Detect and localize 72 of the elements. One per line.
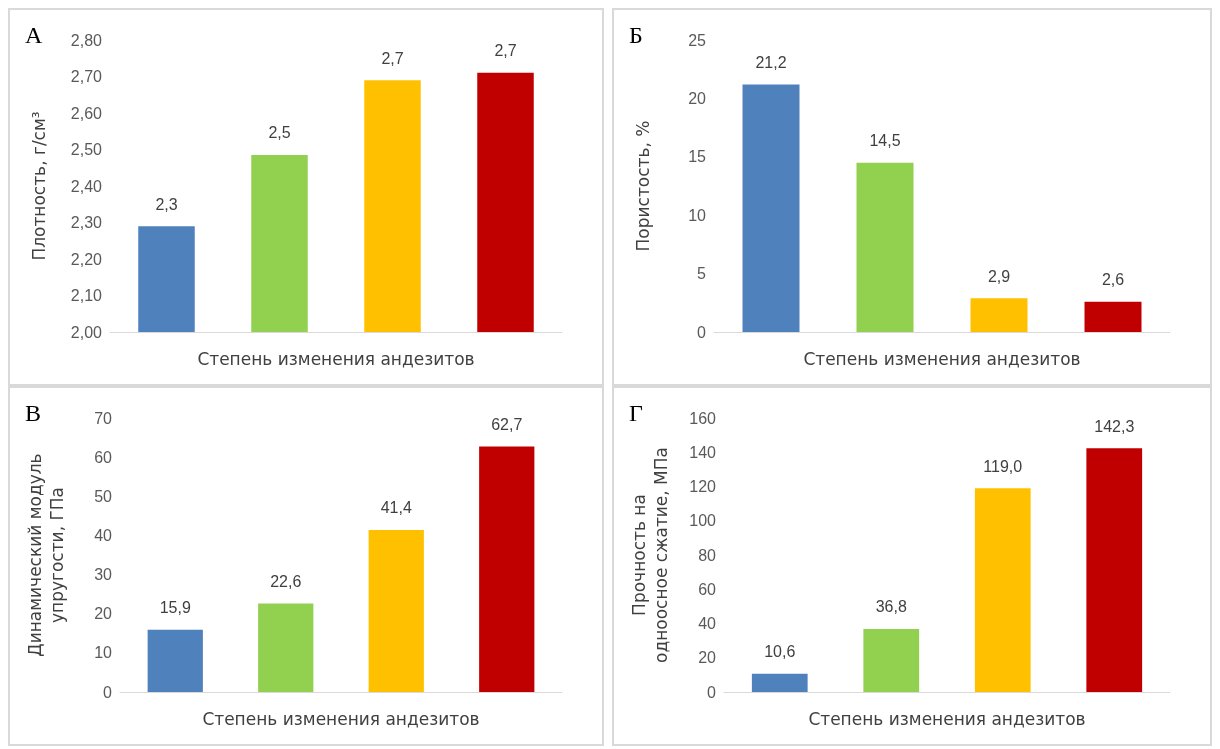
chart-title: Б xyxy=(629,22,643,48)
y-tick-label: 60 xyxy=(94,448,113,466)
y-tick-label: 2,10 xyxy=(70,287,103,304)
y-tick-label: 25 xyxy=(688,31,707,49)
y-tick-label: 50 xyxy=(94,487,113,505)
data-label: 41,4 xyxy=(380,499,412,517)
x-axis-title: Степень изменения андезитов xyxy=(808,708,1086,729)
data-label: 2,9 xyxy=(987,267,1011,285)
data-label: 14,5 xyxy=(869,132,901,150)
data-label: 36,8 xyxy=(875,598,907,616)
bar xyxy=(970,298,1028,332)
y-tick-label: 20 xyxy=(688,89,707,107)
data-label: 2,3 xyxy=(155,195,178,213)
data-label: 62,7 xyxy=(491,416,523,434)
x-axis-title: Степень изменения андезитов xyxy=(197,348,475,369)
data-label: 142,3 xyxy=(1094,417,1135,435)
y-tick-label: 40 xyxy=(94,526,113,544)
data-label: 2,6 xyxy=(1101,271,1125,289)
data-label: 10,6 xyxy=(764,643,796,661)
y-tick-label: 2,60 xyxy=(70,104,103,122)
y-tick-label: 160 xyxy=(689,409,717,427)
bar xyxy=(1086,448,1143,692)
y-tick-label: 2,00 xyxy=(70,323,103,341)
y-tick-label: 0 xyxy=(707,683,717,701)
y-tick-label: 10 xyxy=(688,206,707,224)
y-tick-label: 2,30 xyxy=(70,214,103,231)
y-tick-label: 2,70 xyxy=(70,68,103,85)
y-tick-label: 70 xyxy=(94,409,113,427)
y-tick-label: 40 xyxy=(698,615,717,632)
y-tick-label: 140 xyxy=(689,443,717,461)
bar xyxy=(368,529,424,692)
y-tick-label: 0 xyxy=(103,683,113,701)
y-tick-label: 2,20 xyxy=(70,250,103,268)
y-tick-label: 0 xyxy=(697,323,707,341)
y-axis-title: Динамический модуль упругости, ГПа xyxy=(25,453,67,657)
data-label: 2,7 xyxy=(381,49,404,67)
data-label: 2,7 xyxy=(494,42,517,60)
y-axis-title: Плотность, г/см³ xyxy=(29,111,49,261)
bar xyxy=(751,673,808,692)
y-tick-label: 15 xyxy=(688,148,707,166)
y-tick-label: 2,50 xyxy=(70,141,103,158)
y-tick-label: 100 xyxy=(689,512,717,530)
x-axis-title: Степень изменения андезитов xyxy=(202,708,480,729)
bar xyxy=(863,628,920,692)
bar xyxy=(147,629,203,692)
chart-title: Г xyxy=(629,400,643,426)
y-axis-title: Прочность на одноосное сжатие, МПа xyxy=(629,447,671,663)
y-axis-title: Пористость, % xyxy=(633,120,653,252)
bar xyxy=(1084,301,1142,332)
y-tick-label: 10 xyxy=(94,644,113,662)
y-tick-label: 2,80 xyxy=(70,31,103,49)
y-tick-label: 80 xyxy=(698,546,717,564)
y-tick-label: 2,40 xyxy=(70,177,103,195)
data-label: 119,0 xyxy=(983,457,1023,475)
y-tick-label: 30 xyxy=(94,566,113,584)
bar xyxy=(258,603,314,692)
bar xyxy=(856,162,914,332)
y-tick-label: 60 xyxy=(698,580,717,598)
data-label: 2,5 xyxy=(268,124,291,142)
data-label: 21,2 xyxy=(755,53,787,71)
y-tick-label: 120 xyxy=(689,478,717,495)
data-label: 15,9 xyxy=(159,599,191,617)
data-label: 22,6 xyxy=(270,573,302,591)
y-tick-label: 20 xyxy=(94,605,113,623)
chart-title: А xyxy=(25,22,43,48)
bar xyxy=(479,446,535,692)
chart-title: В xyxy=(25,400,42,426)
y-tick-label: 20 xyxy=(698,649,717,667)
bar xyxy=(742,84,800,332)
bar xyxy=(974,488,1031,692)
y-tick-label: 5 xyxy=(697,265,707,283)
x-axis-title: Степень изменения андезитов xyxy=(803,348,1081,369)
